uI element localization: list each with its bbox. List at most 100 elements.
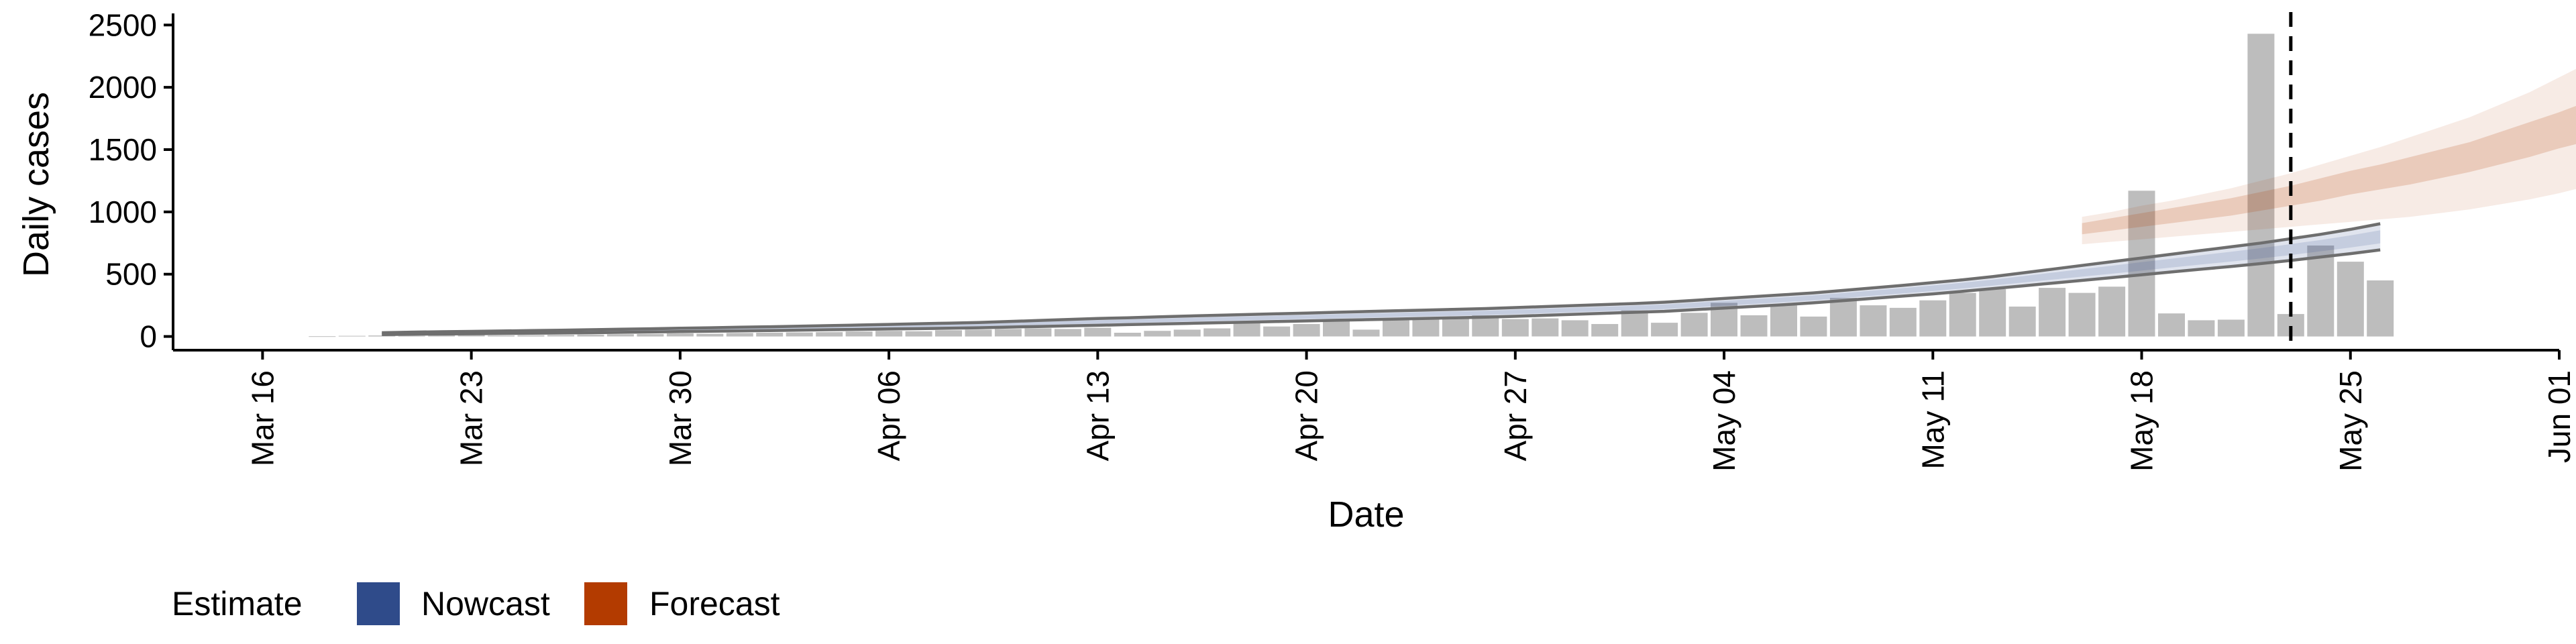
bar bbox=[1054, 329, 1081, 337]
x-tick-label: Jun 01 bbox=[2542, 370, 2576, 463]
bar bbox=[2068, 292, 2096, 337]
bar bbox=[696, 333, 724, 337]
bar bbox=[517, 335, 545, 337]
forecast-outer-band bbox=[2082, 68, 2576, 245]
y-tick-label: 500 bbox=[105, 257, 157, 292]
plot-area bbox=[309, 12, 2576, 350]
bar bbox=[1680, 313, 1708, 337]
bar bbox=[935, 330, 962, 337]
bar bbox=[1173, 329, 1201, 337]
bar bbox=[1829, 298, 1857, 337]
bar bbox=[1501, 319, 1529, 337]
bar bbox=[1621, 310, 1648, 337]
x-tick-label: May 25 bbox=[2333, 370, 2368, 472]
y-tick-label: 2500 bbox=[89, 7, 157, 42]
bar bbox=[965, 329, 992, 337]
bar bbox=[577, 334, 604, 337]
bar bbox=[2158, 313, 2185, 337]
bar bbox=[1860, 305, 1887, 337]
bar bbox=[1084, 327, 1112, 337]
bar bbox=[816, 332, 843, 337]
bar bbox=[2188, 320, 2215, 337]
bar bbox=[1263, 326, 1291, 337]
bar bbox=[2217, 319, 2245, 337]
bar bbox=[1889, 307, 1917, 337]
bar bbox=[1740, 315, 1768, 337]
bar bbox=[338, 335, 366, 337]
x-tick-label: May 18 bbox=[2125, 370, 2159, 472]
y-tick-label: 2000 bbox=[89, 70, 157, 105]
legend-label-nowcast: Nowcast bbox=[421, 585, 550, 623]
bar bbox=[875, 331, 903, 337]
bar bbox=[726, 333, 753, 337]
legend-key-forecast bbox=[584, 582, 627, 625]
bar bbox=[458, 335, 485, 337]
y-tick-label: 1000 bbox=[89, 195, 157, 229]
bar bbox=[2098, 286, 2126, 337]
y-ticks: 0 500 1000 1500 2000 2500 bbox=[89, 7, 173, 354]
bar bbox=[1352, 329, 1380, 337]
bar bbox=[2008, 307, 2036, 337]
x-tick-label: Mar 16 bbox=[245, 370, 280, 466]
bar bbox=[1203, 328, 1231, 337]
bar bbox=[666, 333, 694, 337]
legend: Estimate Nowcast Forecast bbox=[172, 582, 780, 625]
bar bbox=[606, 334, 634, 337]
x-axis-title: Date bbox=[1328, 494, 1404, 535]
bar bbox=[1114, 333, 1141, 337]
x-ticks: Mar 16 Mar 23 Mar 30 Apr 06 Apr 13 Apr 20 Apr … bbox=[245, 350, 2576, 472]
bar bbox=[1800, 316, 1827, 337]
bar bbox=[368, 335, 396, 337]
bar bbox=[1144, 331, 1171, 337]
x-tick-label: Apr 13 bbox=[1080, 370, 1115, 462]
x-tick-label: May 11 bbox=[1915, 370, 1950, 469]
y-axis-title: Daily cases bbox=[16, 92, 56, 277]
bar bbox=[2247, 34, 2275, 337]
y-tick-label: 1500 bbox=[89, 132, 157, 167]
bar bbox=[309, 336, 336, 337]
nowcast-upper-line bbox=[382, 222, 2381, 335]
bar bbox=[1949, 292, 1976, 337]
bar bbox=[428, 335, 455, 337]
bar bbox=[2128, 191, 2155, 337]
bar bbox=[2337, 262, 2364, 337]
bar bbox=[2367, 280, 2394, 337]
legend-key-nowcast bbox=[357, 582, 400, 625]
forecast-inner-band bbox=[2082, 105, 2576, 235]
axes: 0 500 1000 1500 2000 2500 Mar 16 Mar 23 Mar 30 A… bbox=[89, 7, 2576, 472]
x-tick-label: Apr 20 bbox=[1289, 370, 1324, 462]
x-tick-label: Apr 06 bbox=[871, 370, 906, 462]
nowcast-inner-band bbox=[382, 230, 2381, 335]
x-tick-label: Mar 23 bbox=[454, 370, 489, 466]
bar bbox=[1323, 320, 1350, 337]
bar bbox=[845, 331, 873, 337]
bar bbox=[1979, 289, 2006, 337]
bands-group bbox=[382, 68, 2576, 337]
bar bbox=[398, 335, 425, 337]
x-tick-label: Mar 30 bbox=[663, 370, 698, 466]
bar bbox=[1024, 328, 1052, 337]
y-tick-label: 0 bbox=[140, 319, 157, 354]
bar bbox=[1293, 324, 1320, 337]
bar bbox=[1561, 320, 1589, 337]
bar bbox=[1651, 323, 1678, 337]
bar bbox=[1532, 318, 1559, 337]
bar bbox=[1233, 321, 1260, 337]
bar bbox=[488, 335, 515, 337]
bar bbox=[786, 332, 813, 337]
bar bbox=[1442, 317, 1469, 337]
bar bbox=[1412, 319, 1440, 337]
bars-group bbox=[309, 34, 2394, 337]
bar bbox=[1770, 305, 1797, 337]
bar bbox=[547, 335, 574, 337]
bar bbox=[905, 331, 932, 337]
bar bbox=[637, 333, 664, 337]
bar bbox=[2307, 246, 2334, 337]
nowcast-lower-line bbox=[382, 248, 2381, 337]
x-tick-label: Apr 27 bbox=[1498, 370, 1533, 462]
bar bbox=[994, 329, 1022, 337]
bar bbox=[2039, 288, 2066, 337]
bar bbox=[1591, 324, 1619, 337]
x-tick-label: May 04 bbox=[1707, 370, 1741, 472]
